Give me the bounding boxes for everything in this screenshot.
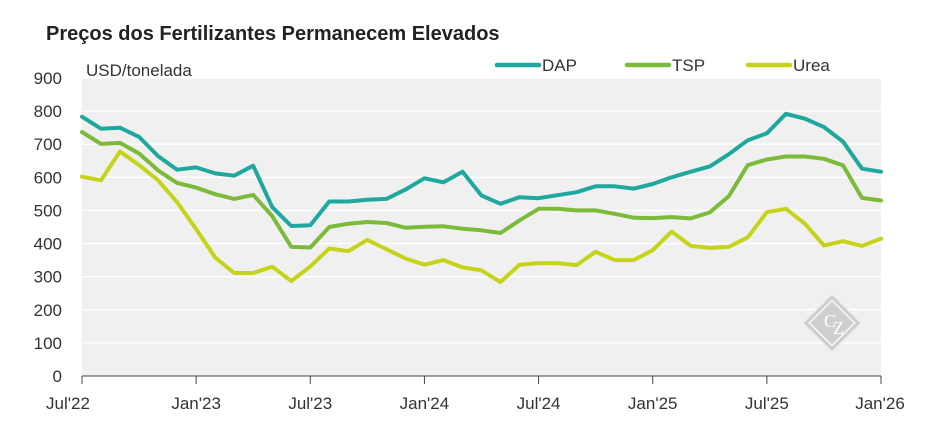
series-line-dap [80, 111, 883, 228]
y-tick-label: 100 [34, 334, 62, 353]
x-tick-label: Jan'23 [171, 394, 221, 413]
legend-label-tsp: TSP [672, 56, 705, 75]
x-tick-label: Jan'24 [400, 394, 450, 413]
x-axis: Jul'22 Jan'23 Jul'23 Jan'24 Jul'24 Jan'25 Jul'… [46, 375, 905, 413]
y-tick-label: 500 [34, 201, 62, 220]
y-tick-label: 900 [34, 69, 62, 88]
y-tick-label: 400 [34, 235, 62, 254]
series-lines [80, 111, 883, 284]
x-tick-label: Jul'23 [288, 394, 332, 413]
y-tick-label: 200 [34, 301, 62, 320]
legend-label-dap: DAP [542, 56, 577, 75]
y-axis: 0 100 200 300 400 500 600 700 800 900 [34, 69, 62, 386]
x-tick-label: Jul'22 [46, 394, 90, 413]
y-tick-label: 600 [34, 168, 62, 187]
x-tick-label: Jan'25 [628, 394, 678, 413]
x-tick-label: Jul'25 [745, 394, 789, 413]
gridlines [82, 77, 881, 344]
legend-label-urea: Urea [793, 56, 830, 75]
svg-text:Z: Z [833, 318, 844, 338]
x-tick-label: Jan'26 [855, 394, 905, 413]
chart-title: Preços dos Fertilizantes Permanecem Elev… [46, 23, 500, 45]
x-tick-label: Jul'24 [517, 394, 561, 413]
series-line-urea [80, 149, 883, 284]
y-axis-label: USD/tonelada [86, 61, 192, 80]
y-tick-label: 700 [34, 135, 62, 154]
series-line-tsp [80, 130, 883, 250]
svg-text:C: C [824, 311, 836, 331]
y-tick-label: 800 [34, 102, 62, 121]
legend: DAP TSP Urea [494, 56, 830, 75]
y-tick-label: 0 [53, 367, 62, 386]
y-tick-label: 300 [34, 268, 62, 287]
plot-area [82, 78, 881, 376]
